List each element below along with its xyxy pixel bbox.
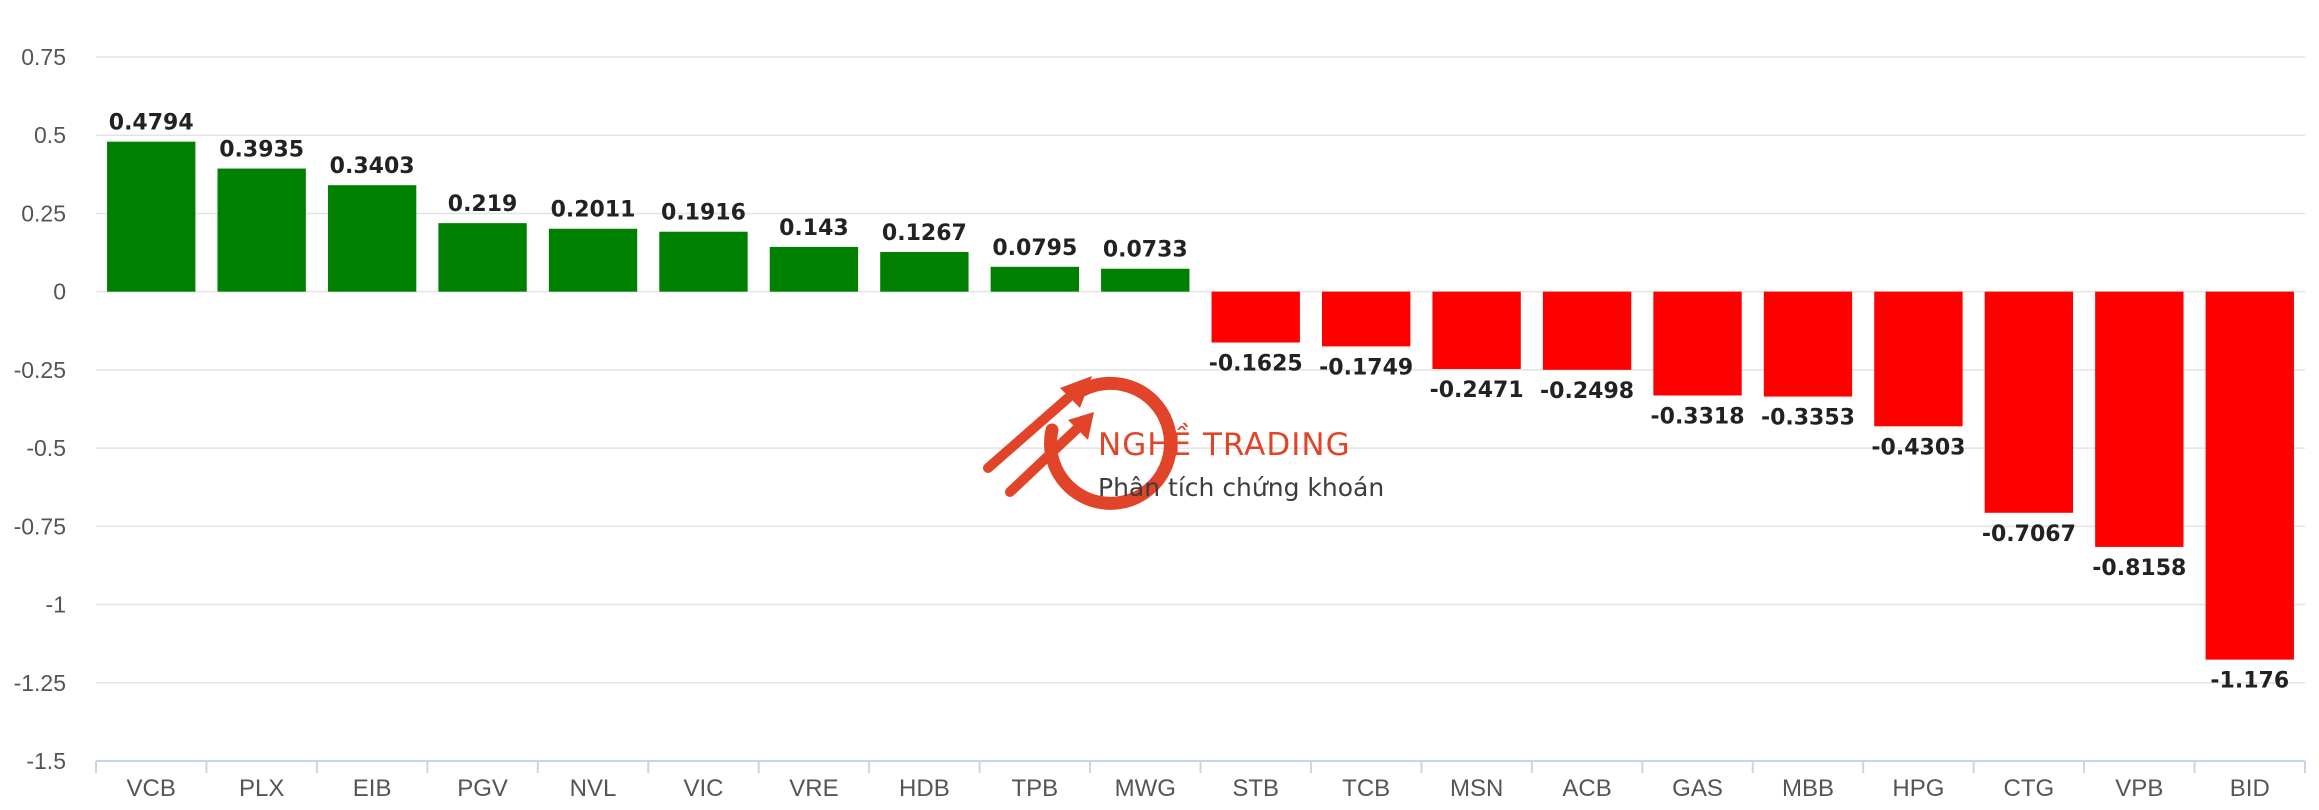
bar-mbb[interactable] <box>1763 291 1853 397</box>
bar-vpb[interactable] <box>2095 291 2184 547</box>
x-tick-label-vpb: VPB <box>2115 775 2163 802</box>
x-tick-label-vcb: VCB <box>127 775 176 802</box>
x-tick-label-mbb: MBB <box>1782 775 1834 802</box>
y-tick-label: -0.5 <box>26 435 66 461</box>
x-tick-label-pgv: PGV <box>457 775 508 802</box>
x-tick-label-msn: MSN <box>1450 775 1503 802</box>
watermark: NGHỀ TRADING Phân tích chứng khoán <box>983 376 1384 510</box>
bar-tpb[interactable] <box>990 266 1080 292</box>
data-label-msn: -0.2471 <box>1430 378 1524 403</box>
bar-tcb[interactable] <box>1321 291 1411 347</box>
bar-acb[interactable] <box>1542 291 1632 370</box>
data-label-vic: 0.1916 <box>661 201 746 226</box>
y-tick-label: 0.5 <box>34 122 66 148</box>
data-label-vre: 0.143 <box>779 216 849 241</box>
bars <box>107 141 2294 660</box>
x-tick-label-eib: EIB <box>353 775 392 802</box>
x-tick-label-ctg: CTG <box>2004 775 2055 802</box>
x-tick-label-plx: PLX <box>239 775 284 802</box>
data-label-mbb: -0.3353 <box>1761 406 1855 431</box>
watermark-title: NGHỀ TRADING <box>1098 424 1351 463</box>
data-label-hdb: 0.1267 <box>882 221 967 246</box>
bar-hdb[interactable] <box>880 252 969 292</box>
rising-arrows-circle-logo <box>983 376 1177 510</box>
data-labels: 0.4794 0.3935 0.3403 0.219 0.2011 0.1916 0.143… <box>109 111 2289 694</box>
bar-bid[interactable] <box>2205 291 2294 660</box>
bar-vic[interactable] <box>659 231 748 292</box>
bar-gas[interactable] <box>1653 291 1742 396</box>
data-label-hpg: -0.4303 <box>1871 435 1965 460</box>
x-tick-label-gas: GAS <box>1672 775 1723 802</box>
y-tick-label: -1.5 <box>26 748 66 774</box>
data-label-tcb: -0.1749 <box>1319 355 1413 380</box>
y-tick-label: 0.25 <box>21 200 66 226</box>
bar-hpg[interactable] <box>1874 291 1963 427</box>
bar-pgv[interactable] <box>438 223 527 292</box>
bar-vcb[interactable] <box>107 141 196 292</box>
bar-vre[interactable] <box>769 246 859 292</box>
y-tick-label: -1 <box>46 592 66 618</box>
data-label-nvl: 0.2011 <box>551 198 636 223</box>
data-label-gas: -0.3318 <box>1651 404 1745 429</box>
y-tick-label: -0.75 <box>14 513 66 539</box>
x-tick-label-vre: VRE <box>789 775 838 802</box>
x-tick-label-nvl: NVL <box>570 775 617 802</box>
x-tick-label-tcb: TCB <box>1342 775 1390 802</box>
bar-ctg[interactable] <box>1984 291 2074 513</box>
data-label-plx: 0.3935 <box>219 138 304 163</box>
bar-nvl[interactable] <box>548 228 638 292</box>
data-label-vcb: 0.4794 <box>109 111 194 136</box>
x-tick-label-tpb: TPB <box>1011 775 1058 802</box>
data-label-eib: 0.3403 <box>330 154 415 179</box>
x-tick-label-stb: STB <box>1232 775 1279 802</box>
bar-stb[interactable] <box>1211 291 1300 343</box>
gridlines <box>96 56 2305 684</box>
x-tick-label-hdb: HDB <box>899 775 950 802</box>
data-label-stb: -0.1625 <box>1209 352 1303 377</box>
data-label-mwg: 0.0733 <box>1103 238 1188 263</box>
axes: 0.75 0.5 0.25 0 -0.25 -0.5 -0.75 -1 -1.25 -1.5 VCB… <box>14 44 2306 802</box>
data-label-tpb: 0.0795 <box>992 236 1077 261</box>
y-tick-label: -1.25 <box>14 670 66 696</box>
bar-eib[interactable] <box>327 185 417 292</box>
data-label-bid: -1.176 <box>2210 669 2289 694</box>
x-tick-label-bid: BID <box>2230 775 2270 802</box>
bar-plx[interactable] <box>217 168 306 292</box>
x-tick-label-vic: VIC <box>683 775 723 802</box>
y-tick-label: 0.75 <box>21 44 66 70</box>
watermark-subtitle: Phân tích chứng khoán <box>1098 473 1384 502</box>
x-tick-label-acb: ACB <box>1562 775 1611 802</box>
y-tick-label: 0 <box>53 279 66 305</box>
x-tick-label-mwg: MWG <box>1115 775 1176 802</box>
bar-mwg[interactable] <box>1101 268 1190 292</box>
data-label-pgv: 0.219 <box>448 192 518 217</box>
y-tick-label: -0.25 <box>14 357 66 383</box>
data-label-acb: -0.2498 <box>1540 379 1634 404</box>
data-label-vpb: -0.8158 <box>2092 556 2186 581</box>
data-label-ctg: -0.7067 <box>1982 522 2076 547</box>
bar-msn[interactable] <box>1432 291 1521 369</box>
x-tick-label-hpg: HPG <box>1892 775 1944 802</box>
